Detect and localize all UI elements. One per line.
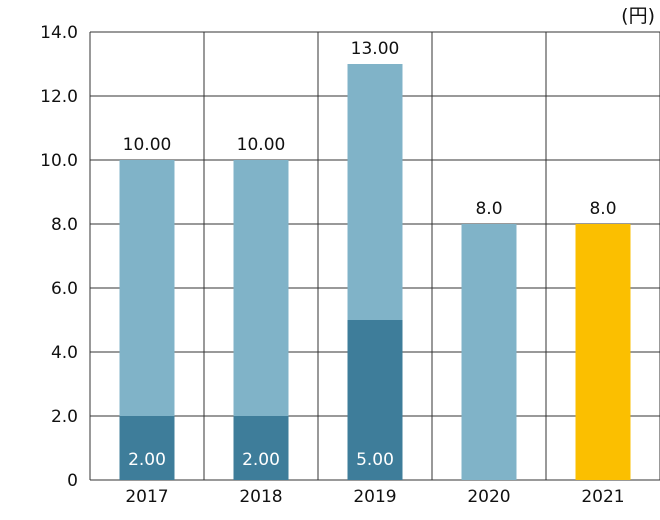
unit-label: (円) xyxy=(621,5,655,27)
bar-segment xyxy=(119,160,175,416)
total-value-label: 13.00 xyxy=(351,39,400,59)
inner-value-label: 2.00 xyxy=(242,450,280,470)
bar-segment xyxy=(347,320,403,480)
x-tick-label: 2018 xyxy=(239,487,282,507)
y-tick-label: 8.0 xyxy=(51,215,78,235)
y-tick-label: 14.0 xyxy=(40,23,78,43)
bar-segment xyxy=(461,224,517,480)
bar-segment xyxy=(119,416,175,480)
inner-value-label: 5.00 xyxy=(356,450,394,470)
total-value-label: 8.0 xyxy=(589,199,616,219)
y-tick-label: 6.0 xyxy=(51,279,78,299)
x-tick-label: 2019 xyxy=(353,487,396,507)
total-value-label: 8.0 xyxy=(475,199,502,219)
x-tick-label: 2020 xyxy=(467,487,510,507)
bar-segment xyxy=(233,160,289,416)
y-tick-label: 0 xyxy=(67,471,78,491)
y-tick-label: 2.0 xyxy=(51,407,78,427)
x-tick-label: 2017 xyxy=(125,487,168,507)
total-value-label: 10.00 xyxy=(123,135,172,155)
y-axis-ticks: 0 2.0 4.0 6.0 8.0 10.0 12.0 14.0 xyxy=(40,23,78,491)
total-value-label: 10.00 xyxy=(237,135,286,155)
data-labels: 2.00 10.00 2.00 10.00 5.00 13.00 8.0 8.0 xyxy=(123,39,617,470)
y-tick-label: 4.0 xyxy=(51,343,78,363)
y-tick-label: 10.0 xyxy=(40,151,78,171)
y-tick-label: 12.0 xyxy=(40,87,78,107)
bar-segment xyxy=(347,64,403,320)
x-axis-ticks: 2017 2018 2019 2020 2021 xyxy=(125,487,624,507)
bar-segment xyxy=(575,224,631,480)
bar-segment xyxy=(233,416,289,480)
x-tick-label: 2021 xyxy=(581,487,624,507)
inner-value-label: 2.00 xyxy=(128,450,166,470)
bars xyxy=(119,64,631,480)
